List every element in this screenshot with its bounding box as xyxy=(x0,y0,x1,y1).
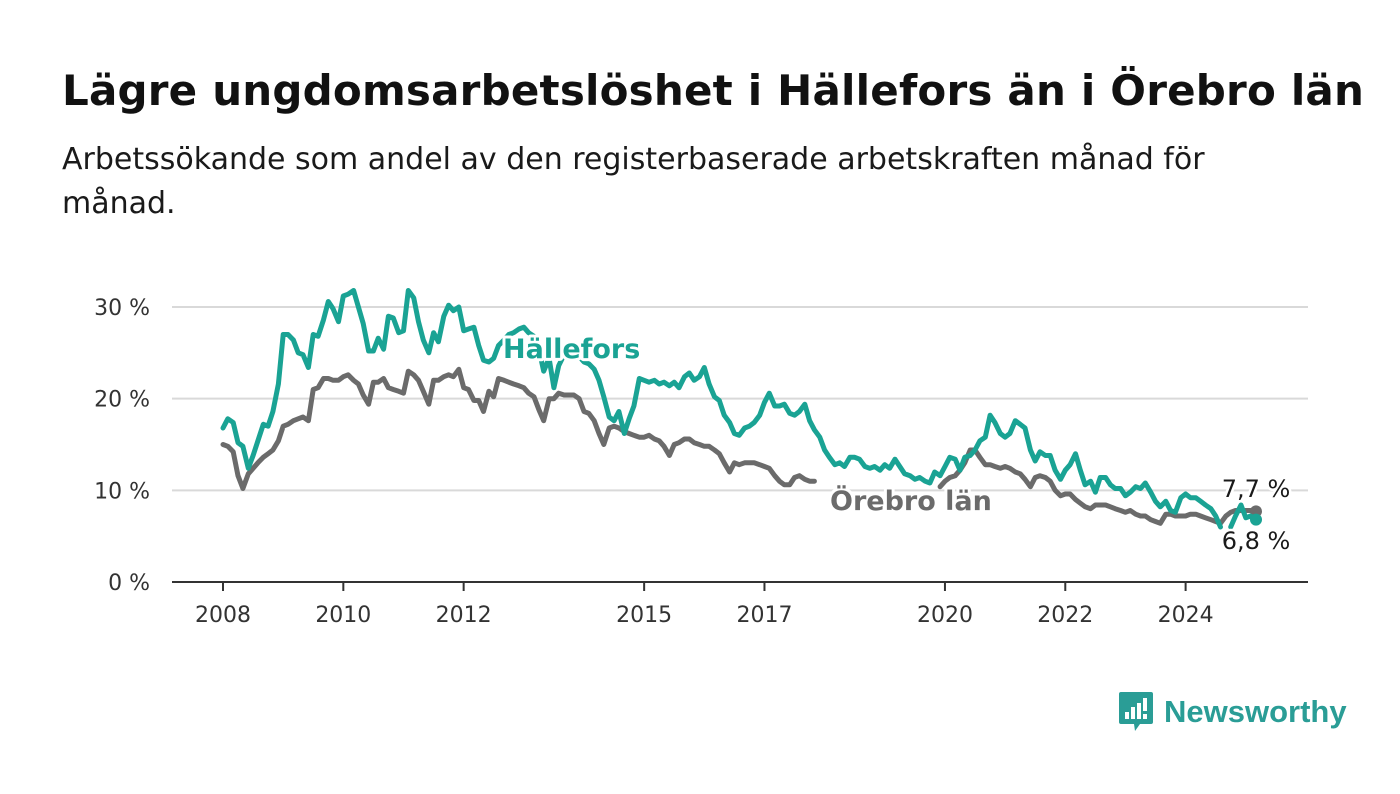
y-tick-label: 10 % xyxy=(94,479,150,504)
series-lines xyxy=(220,288,1262,530)
x-axis: 2008 2010 2012 2015 2017 2020 2022 2024 xyxy=(172,581,1308,628)
bar-chart-speech-bubble-icon xyxy=(1119,692,1153,731)
y-tick-label: 30 % xyxy=(94,296,150,321)
x-tick-label: 2008 xyxy=(195,603,251,628)
y-tick-label: 0 % xyxy=(108,571,150,596)
end-label-orebro-lan: 7,7 % xyxy=(1222,475,1291,503)
series-line-orebro-lan xyxy=(220,366,1259,526)
x-tick-label: 2015 xyxy=(616,603,672,628)
series-label-orebro-lan: Örebro län xyxy=(830,484,992,517)
x-tick-label: 2012 xyxy=(436,603,492,628)
end-point-hallefors xyxy=(1250,513,1262,526)
chart-title: Lägre ungdomsarbetslöshet i Hällefors än… xyxy=(62,66,1365,115)
x-tick-label: 2022 xyxy=(1037,603,1093,628)
end-label-hallefors: 6,8 % xyxy=(1222,527,1291,555)
series-labels: Hällefors Örebro län 7,7 % 6,8 % xyxy=(500,331,1293,558)
x-tick-label: 2010 xyxy=(315,603,371,628)
x-tick-label: 2020 xyxy=(917,603,973,628)
x-tick-label: 2017 xyxy=(736,603,792,628)
series-line-hallefors xyxy=(220,288,1259,530)
series-label-hallefors: Hällefors xyxy=(503,334,640,365)
y-axis-ticks: 0 % 10 % 20 % 30 % xyxy=(94,296,150,596)
chart-subtitle: Arbetssökande som andel av den registerb… xyxy=(62,142,1205,221)
x-tick-label: 2024 xyxy=(1158,603,1214,628)
newsworthy-logo: Newsworthy xyxy=(1118,690,1347,734)
end-point-orebro-lan xyxy=(1250,505,1262,518)
brand-name: Newsworthy xyxy=(1164,694,1347,729)
y-tick-label: 20 % xyxy=(94,388,150,413)
